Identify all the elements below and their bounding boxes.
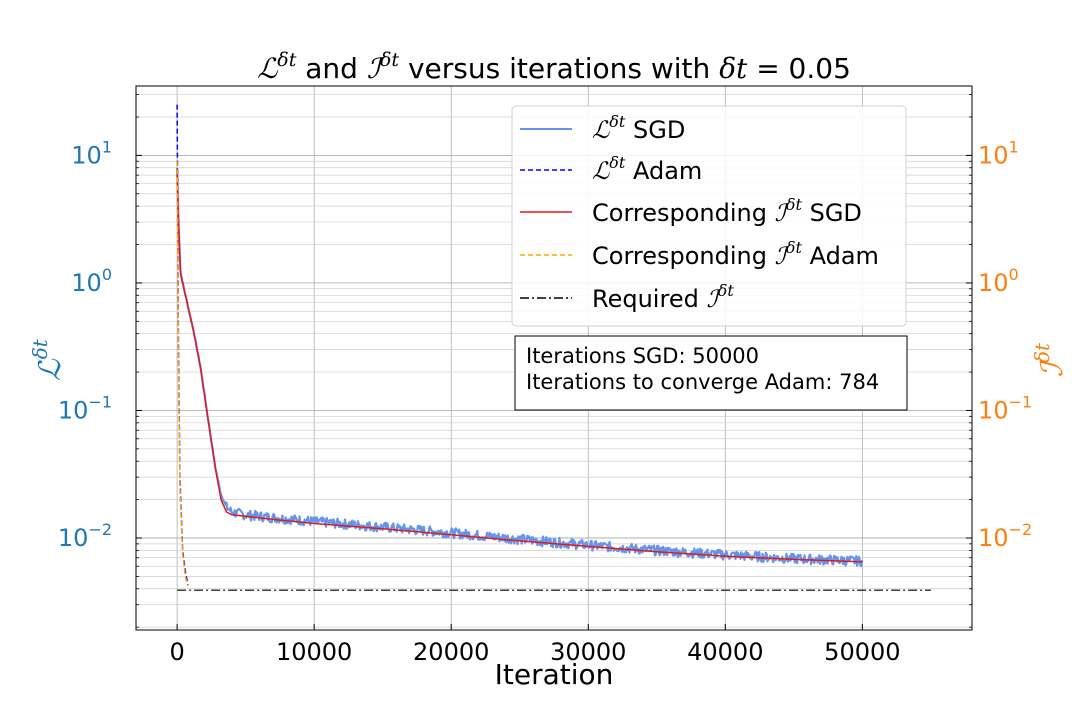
x-tick-label: 30000 (550, 638, 626, 666)
x-tick-label: 10000 (276, 638, 352, 666)
x-tick-label: 40000 (687, 638, 763, 666)
annotation-line-sgd: Iterations SGD: 50000 (526, 344, 759, 368)
axis-ticks: 0 10000 20000 30000 40000 50000 101 100 10−1 10−2… (58, 94, 1032, 666)
chart-title: ℒδt and ℐδt versus iterations with δt = … (257, 49, 851, 85)
plot-frame (135, 85, 973, 631)
x-tick-label: 0 (169, 638, 184, 666)
y-tick-label-left: 10−2 (58, 520, 112, 552)
annotation-line-adam: Iterations to converge Adam: 784 (526, 370, 879, 394)
legend-label-2: Corresponding ℐδt SGD (592, 195, 862, 227)
y-tick-label-left: 10−1 (58, 392, 112, 424)
series-line-3 (176, 161, 189, 587)
legend: ℒδt SGD ℒδt Adam Corresponding ℐδt SGD Corr… (511, 105, 907, 327)
x-axis-label: Iteration (495, 658, 614, 691)
y-tick-label-right: 101 (978, 137, 1019, 169)
y-tick-label-right: 10−2 (978, 520, 1032, 552)
y-tick-label-right: 10−1 (978, 392, 1032, 424)
y-tick-label-left: 101 (71, 137, 112, 169)
series-line-2 (176, 171, 863, 563)
legend-label-4: Required ℐδt (592, 281, 734, 313)
y-tick-label-right: 100 (978, 265, 1019, 297)
legend-label-3: Corresponding ℐδt Adam (592, 238, 879, 270)
x-tick-label: 20000 (413, 638, 489, 666)
x-tick-label: 50000 (824, 638, 900, 666)
legend-box (511, 105, 907, 327)
legend-label-1: ℒδt Adam (592, 153, 702, 185)
plot-series (176, 104, 931, 591)
y-axis-label-left: ℒδt (28, 338, 68, 381)
annotation: Iterations SGD: 50000 Iterations to conv… (514, 335, 908, 411)
annotation-box (514, 335, 908, 411)
series-line-0 (176, 167, 864, 568)
legend-label-0: ℒδt SGD (592, 112, 685, 144)
y-tick-label-left: 100 (71, 265, 112, 297)
